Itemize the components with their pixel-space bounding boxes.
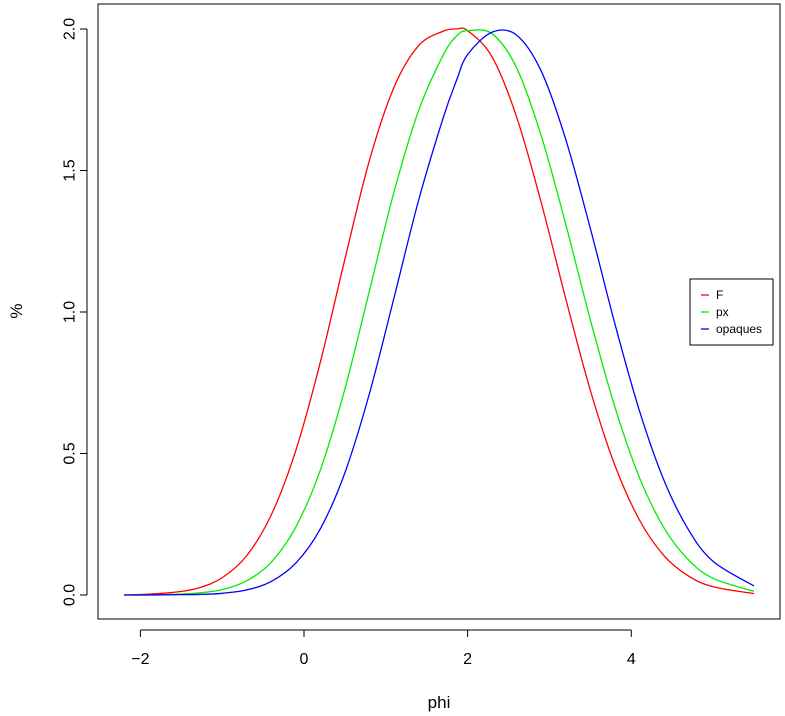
- y-tick-label: 1.0: [62, 301, 79, 323]
- series-layer: [123, 27, 755, 596]
- y-axis: 0.0 0.5 1.0 1.5 2.0: [62, 18, 88, 606]
- x-tick-label: 2: [463, 651, 472, 668]
- x-tick-label: 4: [627, 651, 636, 668]
- x-axis-title: phi: [428, 693, 451, 712]
- plot-frame: [97, 3, 781, 620]
- legend-label: px: [716, 305, 729, 319]
- x-tick-label: 0: [300, 651, 309, 668]
- series-line-opaques: [123, 29, 755, 596]
- legend: Fpx opaques: [689, 278, 774, 346]
- y-axis-title: %: [7, 303, 26, 318]
- legend-label: opaques: [716, 322, 762, 336]
- y-tick-label: 0.0: [62, 584, 79, 606]
- y-tick-label: 2.0: [62, 18, 79, 40]
- x-axis: −2 0 2 4: [131, 629, 636, 668]
- series-line-f: [123, 27, 755, 596]
- y-tick-label: 0.5: [62, 442, 79, 464]
- x-tick-label: −2: [131, 651, 149, 668]
- y-tick-label: 1.5: [62, 159, 79, 181]
- series-line-px: [123, 29, 755, 596]
- legend-label: F: [716, 288, 723, 302]
